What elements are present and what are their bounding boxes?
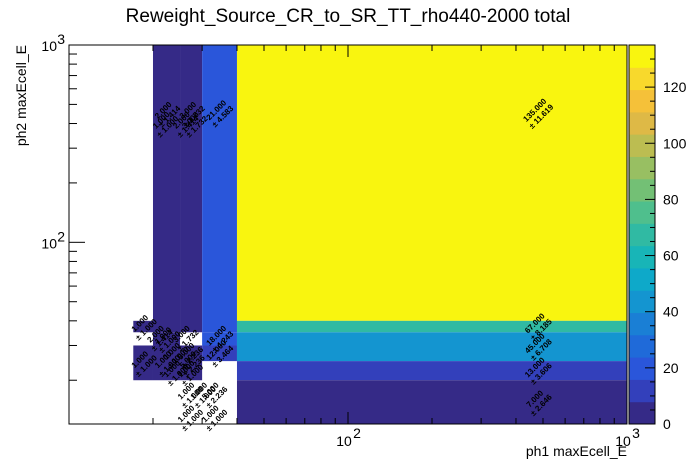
colorbar-band xyxy=(629,67,655,91)
heatmap-cell xyxy=(202,332,237,346)
colorbar-band xyxy=(629,401,655,425)
colorbar-tick-label: 20 xyxy=(663,360,679,376)
heatmap-cell xyxy=(236,332,627,362)
heatmap-cell xyxy=(202,45,237,333)
y-tick-label: 10 xyxy=(41,235,57,251)
colorbar-band xyxy=(629,134,655,157)
y-tick-exponent: 2 xyxy=(57,228,65,244)
heatmap-cell xyxy=(236,320,627,333)
heatmap-cell xyxy=(202,345,237,362)
colorbar-tick-label: 0 xyxy=(663,416,671,432)
colorbar-tick-label: 100 xyxy=(663,135,687,151)
colorbar-band xyxy=(629,267,655,291)
heatmap-cell xyxy=(236,45,627,321)
heatmap-cell xyxy=(180,45,203,333)
heatmap-cell xyxy=(236,361,627,381)
chart-title: Reweight_Source_CR_to_SR_TT_rho440-2000 … xyxy=(125,6,571,27)
heatmap-cell xyxy=(180,345,203,381)
colorbar-tick-label: 40 xyxy=(663,304,679,320)
colorbar-band xyxy=(629,201,655,224)
colorbar-band xyxy=(629,357,655,380)
heatmap-cell xyxy=(236,380,627,424)
colorbar: 0 20 40 60 80 100 120 xyxy=(628,44,687,432)
colorbar-band xyxy=(629,45,655,68)
colorbar-tick-label: 80 xyxy=(663,191,679,207)
y-tick-exponent: 3 xyxy=(57,31,65,47)
colorbar-band xyxy=(629,111,655,135)
x-axis-label: ph1 maxEcell_E xyxy=(526,443,627,459)
colorbar-band xyxy=(629,245,655,269)
heatmap-cell xyxy=(133,320,153,333)
colorbar-tick-label: 120 xyxy=(663,79,687,95)
heatmap-cell xyxy=(152,332,181,346)
colorbar-band xyxy=(629,89,655,113)
colorbar-band xyxy=(629,379,655,403)
colorbar-tick-label: 60 xyxy=(663,248,679,264)
x-tick-label: 10 xyxy=(336,433,352,449)
x-tick-label: 10 xyxy=(615,433,631,449)
cells-layer xyxy=(133,45,627,424)
colorbar-band xyxy=(629,312,655,336)
y-axis-label: ph2 maxEcell_E xyxy=(13,45,29,146)
colorbar-frame xyxy=(628,44,656,425)
heatmap-cell xyxy=(152,345,181,381)
x-tick-exponent: 2 xyxy=(353,425,361,441)
x-tick-exponent: 3 xyxy=(632,425,640,441)
axes-layer: 10 2 10 310 210 3 xyxy=(41,31,640,449)
colorbar-band xyxy=(629,334,655,358)
heatmap-cell xyxy=(133,345,153,381)
colorbar-band xyxy=(629,290,655,314)
heatmap-cell xyxy=(152,45,181,333)
colorbar-band xyxy=(629,156,655,180)
colorbar-band xyxy=(629,178,655,202)
colorbar-band xyxy=(629,223,655,247)
y-tick-label: 10 xyxy=(41,38,57,54)
